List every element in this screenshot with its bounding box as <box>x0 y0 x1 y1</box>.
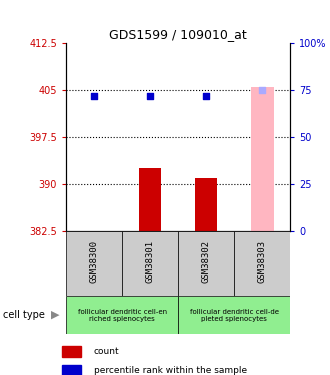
Point <box>260 87 265 93</box>
Text: count: count <box>94 346 119 355</box>
Text: GSM38300: GSM38300 <box>89 240 99 284</box>
Bar <box>178 231 234 296</box>
Bar <box>66 231 122 296</box>
Text: follicular dendritic cell-en
riched splenocytes: follicular dendritic cell-en riched sple… <box>78 309 167 321</box>
Point <box>148 93 153 99</box>
Text: ▶: ▶ <box>51 310 60 320</box>
Point <box>91 93 97 99</box>
Bar <box>178 296 290 334</box>
Point <box>204 93 209 99</box>
Text: follicular dendritic cell-de
pleted splenocytes: follicular dendritic cell-de pleted sple… <box>190 309 279 321</box>
Bar <box>122 231 178 296</box>
Text: cell type: cell type <box>3 310 45 320</box>
Bar <box>195 177 217 231</box>
Bar <box>62 346 81 357</box>
Text: GSM38302: GSM38302 <box>202 240 211 284</box>
Text: GSM38303: GSM38303 <box>258 240 267 284</box>
Bar <box>62 364 81 375</box>
Bar <box>66 296 178 334</box>
Bar <box>251 87 274 231</box>
Text: GSM38301: GSM38301 <box>146 240 155 284</box>
Text: percentile rank within the sample: percentile rank within the sample <box>94 366 247 375</box>
Bar <box>139 168 161 231</box>
Bar <box>234 231 290 296</box>
Title: GDS1599 / 109010_at: GDS1599 / 109010_at <box>109 28 247 40</box>
